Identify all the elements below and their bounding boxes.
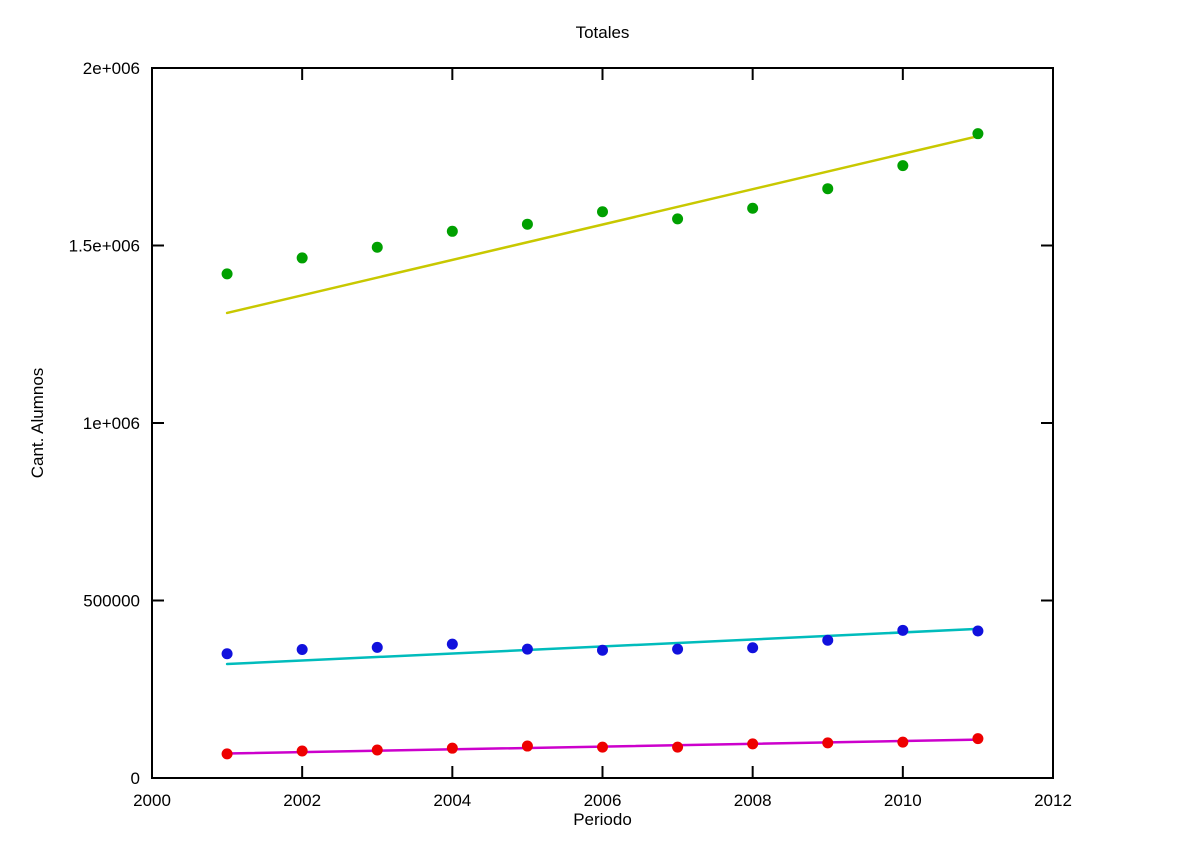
y-tick-label: 0 (131, 769, 140, 788)
x-axis-title: Periodo (573, 810, 632, 829)
data-point-green-points-total (296, 252, 308, 264)
data-point-blue-points (897, 624, 909, 636)
data-point-red-points (822, 737, 834, 749)
data-point-blue-points (521, 643, 533, 655)
data-point-blue-points (747, 642, 759, 654)
data-point-blue-points (822, 634, 834, 646)
data-point-red-points (747, 738, 759, 750)
data-point-green-points-total (672, 213, 684, 225)
data-point-blue-points (597, 644, 608, 656)
data-point-green-points-total (897, 160, 909, 172)
y-tick-label: 500000 (83, 592, 140, 611)
data-point-green-points-total (972, 128, 984, 140)
x-tick-label: 2006 (584, 791, 622, 810)
y-tick-label: 1e+006 (83, 414, 140, 433)
plot-border (151, 67, 1054, 779)
x-tick-label: 2010 (884, 791, 922, 810)
x-tick-label: 2008 (734, 791, 772, 810)
data-point-red-points (371, 744, 383, 756)
data-point-blue-points (371, 641, 383, 653)
data-point-blue-points (972, 625, 984, 637)
y-tick-label: 1.5e+006 (69, 237, 140, 256)
y-tick-label: 2e+006 (83, 59, 140, 78)
data-point-red-points (446, 742, 458, 754)
data-point-green-points-total (371, 241, 383, 253)
data-point-green-points-total (521, 218, 533, 230)
yellow-fit-line (225, 134, 980, 315)
data-point-red-points (972, 733, 984, 745)
data-point-green-points-total (822, 183, 834, 195)
data-point-red-points (672, 741, 684, 753)
data-point-red-points (597, 741, 608, 753)
data-point-green-points-total (747, 202, 759, 214)
data-point-red-points (296, 745, 308, 757)
x-tick-label: 2002 (283, 791, 321, 810)
data-point-blue-points (296, 643, 308, 655)
data-point-red-points (897, 736, 909, 748)
data-point-red-points (521, 740, 533, 752)
data-point-green-points-total (597, 206, 608, 218)
data-point-red-points (221, 748, 233, 760)
data-point-green-points-total (221, 268, 233, 280)
data-point-green-points-total (446, 225, 458, 237)
x-tick-label: 2012 (1034, 791, 1072, 810)
x-tick-label: 2000 (133, 791, 171, 810)
data-point-blue-points (221, 648, 233, 660)
data-point-blue-points (672, 643, 684, 655)
data-point-blue-points (446, 638, 458, 650)
chart-title: Totales (575, 23, 630, 42)
x-tick-label: 2004 (433, 791, 471, 810)
